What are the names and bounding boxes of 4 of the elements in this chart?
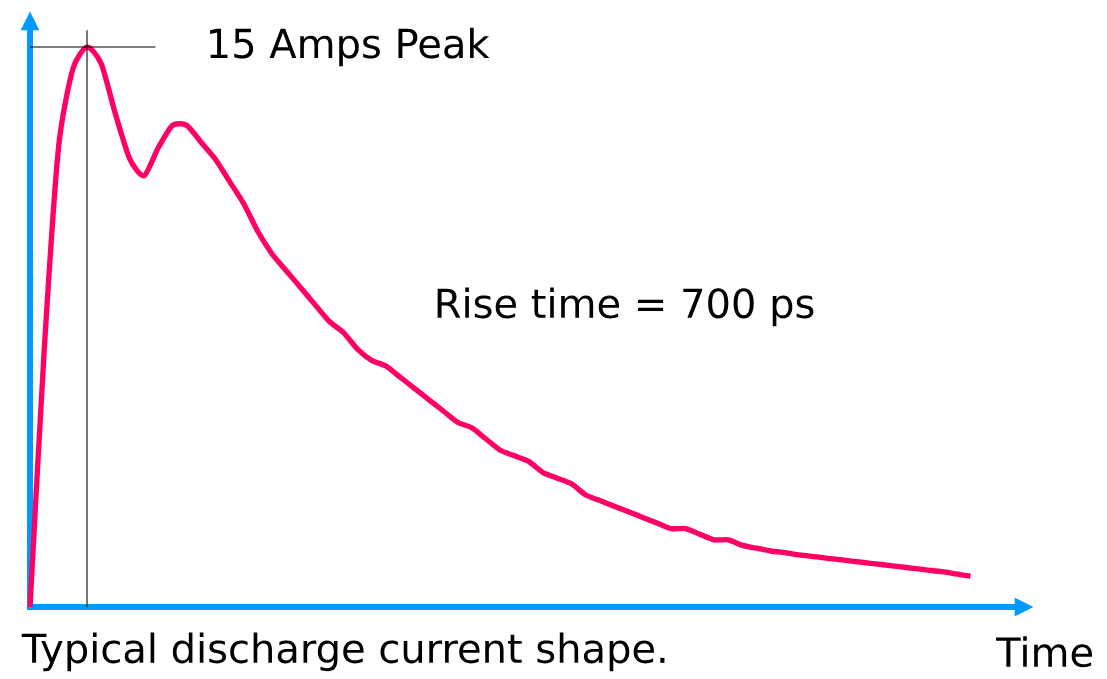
text: Typical discharge current shape. [21,632,665,672]
annotation: Rise time = 700 ps [437,287,814,327]
x-axis-title: Time [996,636,1092,668]
ref-line-label: 15 Amps Peak [210,27,490,67]
